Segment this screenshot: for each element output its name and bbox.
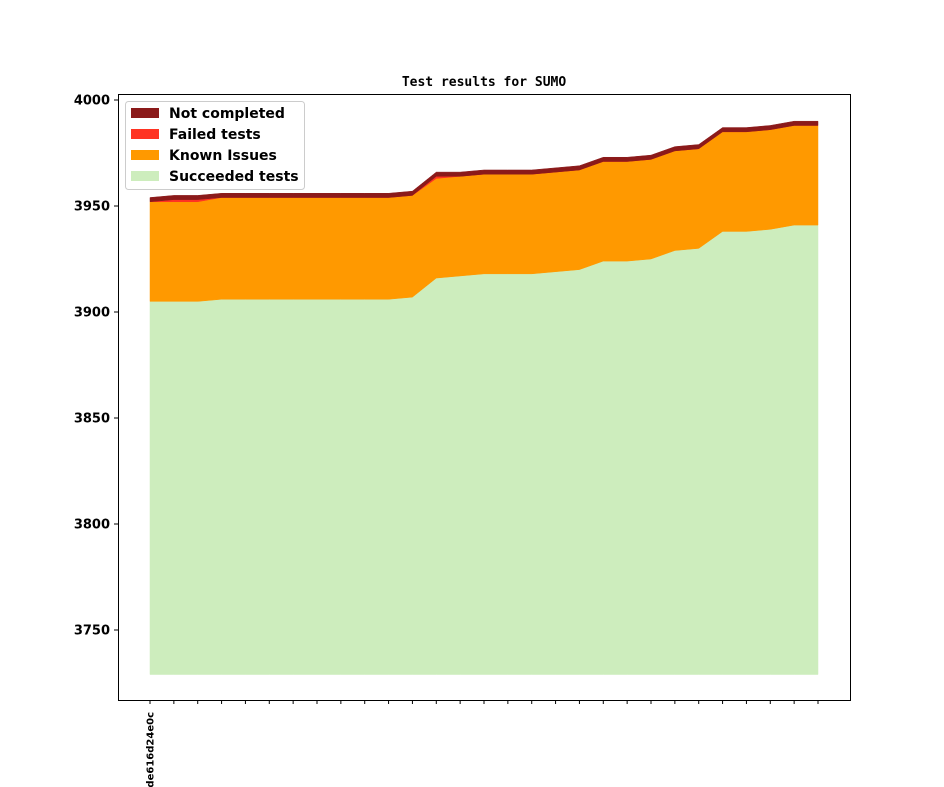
y-tick-label: 3850 <box>74 412 110 427</box>
legend-swatch <box>131 150 159 160</box>
legend-box <box>125 101 305 190</box>
legend-label: Not completed <box>169 106 285 122</box>
legend-swatch <box>131 129 159 139</box>
x-axis: de616d24e0c <box>146 700 819 787</box>
legend-label: Failed tests <box>169 127 261 143</box>
y-axis: 3750 3800 3850 3900 3950 4000 <box>74 94 118 639</box>
y-tick-label: 4000 <box>74 94 110 109</box>
legend: Not completed Failed tests Known Issues Suc… <box>125 101 305 190</box>
legend-swatch <box>131 171 159 181</box>
area-not-completed <box>149 120 819 203</box>
legend-label: Succeeded tests <box>169 169 299 185</box>
areas <box>149 120 819 675</box>
chart-title: Test results for SUMO <box>402 75 567 90</box>
x-tick-label: de616d24e0c <box>146 712 157 787</box>
y-tick-label: 3800 <box>74 518 110 533</box>
y-tick-label: 3750 <box>74 624 110 639</box>
legend-swatch <box>131 108 159 118</box>
y-tick-label: 3950 <box>74 200 110 215</box>
legend-label: Known Issues <box>169 148 277 164</box>
y-tick-label: 3900 <box>74 306 110 321</box>
